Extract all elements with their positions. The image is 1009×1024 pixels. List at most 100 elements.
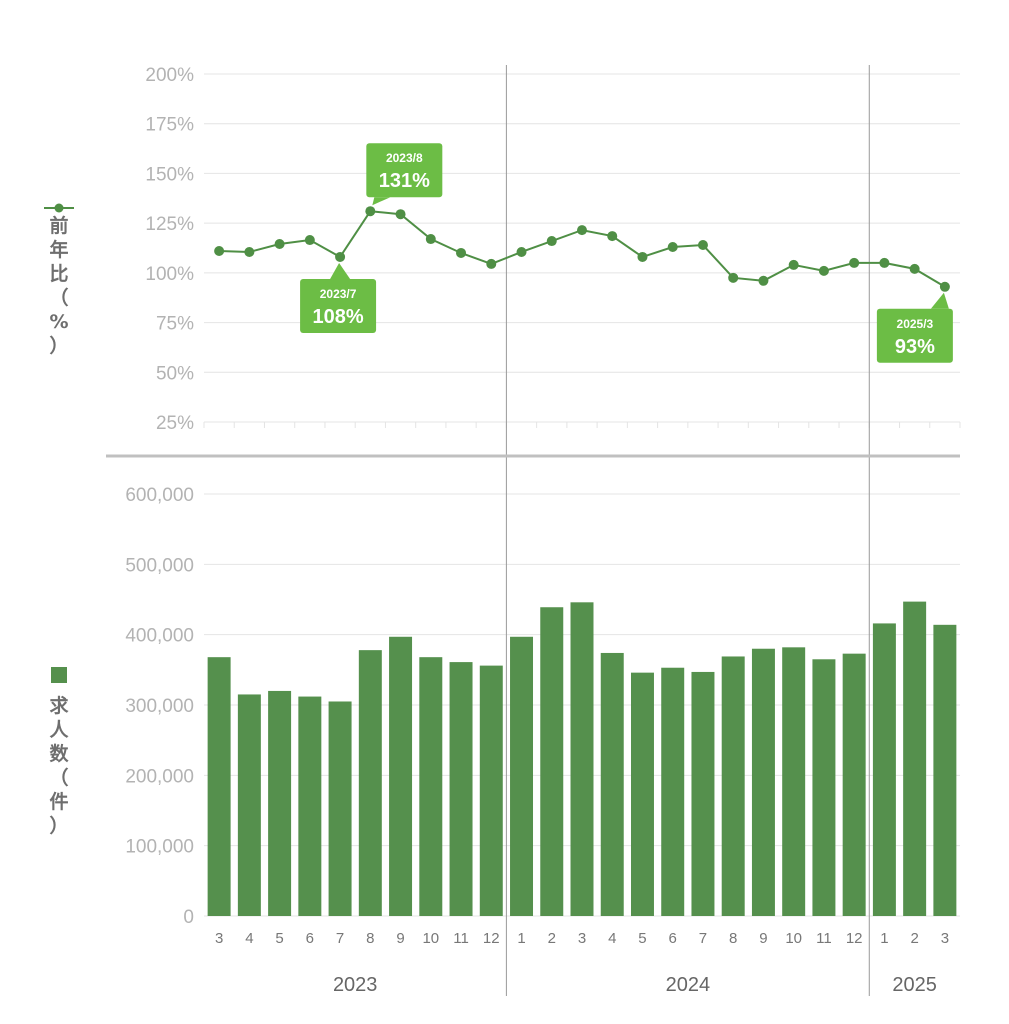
x-month-label: 10: [422, 930, 439, 947]
line-point: [304, 235, 315, 246]
axis-title-char: 件: [49, 790, 68, 813]
bar: [872, 623, 896, 916]
callout: 2023/8 131%: [366, 143, 443, 206]
line-point: [425, 234, 436, 245]
line-legend: 前年比（%）: [44, 203, 74, 357]
callout-pointer: [372, 197, 391, 206]
bar: [298, 696, 322, 916]
x-month-label: 7: [699, 930, 707, 947]
y-axis-ticks: 200% 175% 150% 125% 100% 75% 50% 25% 600,000 500,…: [125, 65, 194, 928]
year-separators: [505, 65, 870, 996]
line-point: [879, 257, 890, 268]
x-month-label: 1: [517, 930, 525, 947]
x-month-label: 11: [453, 930, 469, 947]
x-month-label: 10: [785, 930, 802, 947]
callout-box: [876, 308, 953, 363]
x-month-label: 9: [759, 930, 767, 947]
line-y-tick-label: 125%: [145, 214, 194, 235]
x-month-label: 8: [366, 930, 374, 947]
line-point: [456, 247, 467, 258]
line-point: [244, 246, 255, 257]
line-point: [577, 225, 587, 236]
line-point: [214, 245, 225, 256]
callouts: 2023/8 131% 2023/7 108% 2025/3 93%: [300, 143, 953, 363]
bar-y-tick-label: 200,000: [125, 766, 194, 787]
line-point: [728, 272, 739, 283]
bar: [268, 690, 292, 916]
bar: [570, 602, 594, 916]
callout-value: 93%: [895, 336, 935, 358]
line-y-tick-label: 75%: [156, 314, 194, 335]
line-point: [365, 206, 376, 217]
bar-axis-title: 求人数（件）: [49, 694, 69, 837]
bar-y-tick-label: 500,000: [125, 555, 194, 576]
line-point: [516, 246, 527, 257]
callout-box: [300, 278, 377, 333]
bar-y-tick-label: 600,000: [125, 485, 194, 506]
x-year-label: 2024: [666, 974, 711, 996]
x-month-label: 2: [910, 930, 918, 947]
callout-box: [366, 143, 443, 198]
bar: [842, 653, 866, 916]
bar-y-tick-label: 0: [183, 907, 194, 928]
bar-y-tick-label: 100,000: [125, 837, 194, 858]
axis-title-char: 人: [49, 719, 69, 741]
axis-title-char: 前: [49, 214, 68, 237]
axis-title-char: 求: [49, 694, 69, 717]
line-y-tick-label: 25%: [156, 413, 194, 434]
x-month-label: 12: [846, 930, 863, 947]
line-point: [607, 231, 618, 242]
x-month-label: 3: [941, 930, 949, 947]
line-point: [909, 263, 920, 274]
bar: [630, 672, 654, 916]
axis-title-char: %: [49, 311, 68, 333]
x-month-label: 7: [336, 930, 344, 947]
x-month-label: 3: [578, 930, 586, 947]
axis-title-char: 比: [49, 263, 68, 285]
line-point: [788, 259, 799, 270]
line-y-tick-label: 200%: [145, 65, 194, 86]
x-month-label: 6: [306, 930, 314, 947]
x-month-label: 5: [275, 930, 283, 947]
callout-value: 131%: [379, 170, 430, 192]
bar-y-tick-label: 300,000: [125, 696, 194, 717]
line-point: [637, 251, 648, 262]
line-y-tick-label: 150%: [145, 164, 194, 185]
x-month-label: 12: [483, 930, 500, 947]
bar: [661, 667, 685, 916]
bar: [691, 671, 715, 916]
line-y-tick-label: 100%: [145, 264, 194, 285]
x-month-label: 4: [608, 930, 616, 947]
bar: [358, 650, 382, 916]
bar: [903, 601, 927, 916]
x-month-label: 8: [729, 930, 737, 947]
x-month-label: 2: [548, 930, 556, 947]
x-month-label: 4: [245, 930, 253, 947]
bar: [449, 662, 473, 916]
line-point: [818, 265, 829, 276]
line-series: [214, 206, 950, 292]
bar: [721, 656, 745, 916]
bar: [237, 694, 261, 916]
bar: [540, 607, 564, 916]
x-year-label: 2023: [333, 974, 378, 996]
line-point: [697, 240, 708, 251]
line-point: [546, 236, 557, 247]
line-point: [667, 242, 678, 253]
callout-date: 2023/7: [320, 287, 357, 301]
line-point: [395, 209, 406, 220]
callout-date: 2023/8: [386, 151, 423, 165]
line-point: [274, 239, 285, 250]
bar: [479, 665, 503, 916]
callout: 2025/3 93%: [876, 292, 953, 363]
bar: [207, 657, 231, 916]
bar-y-tick-label: 400,000: [125, 626, 194, 647]
x-month-label: 3: [215, 930, 223, 947]
axis-title-char: ）: [49, 814, 68, 837]
line-point: [758, 275, 769, 286]
line-point: [939, 281, 950, 292]
bar: [782, 647, 806, 916]
x-month-label: 5: [638, 930, 646, 947]
x-month-label: 6: [669, 930, 677, 947]
